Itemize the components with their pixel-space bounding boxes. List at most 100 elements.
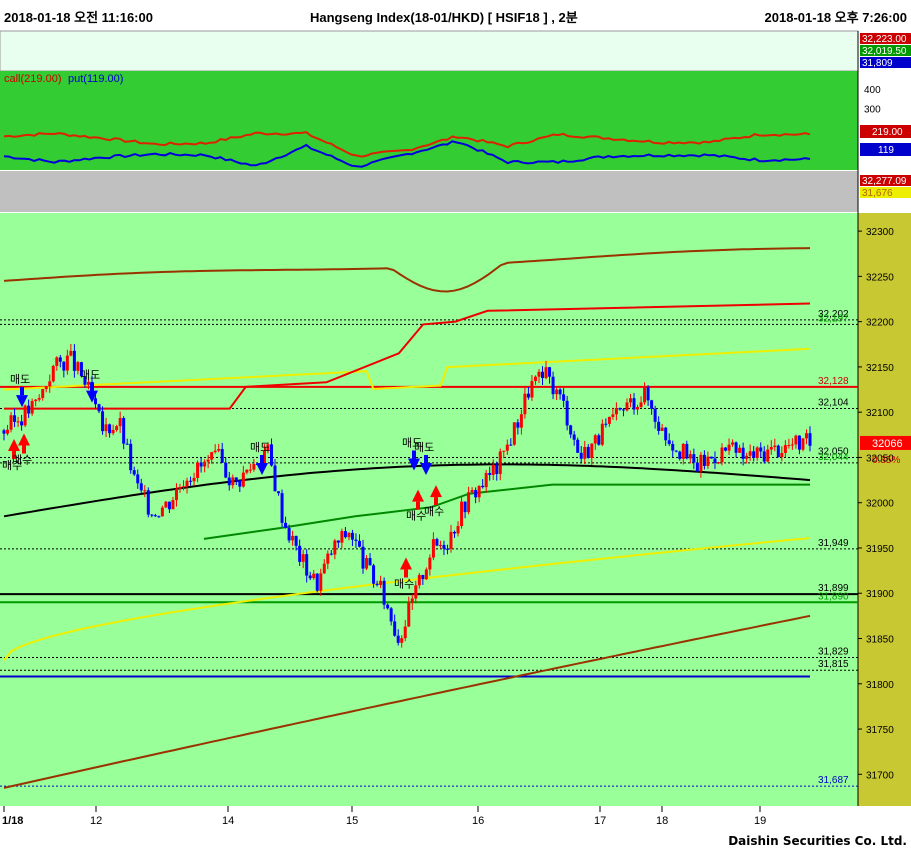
candle-body — [593, 435, 597, 444]
candle-body — [51, 365, 55, 382]
legend-call: call(219.00) — [4, 73, 61, 85]
candle-body — [9, 415, 13, 430]
candle-body — [336, 540, 340, 543]
buy-label: 매수 — [424, 505, 444, 518]
y-tick-label: 31800 — [866, 680, 894, 691]
candle-body — [604, 423, 608, 425]
candle-body — [34, 399, 38, 402]
candle-body — [632, 398, 636, 410]
chart-title: Hangseng Index(18-01/HKD) [ HSIF18 ] , 2… — [310, 10, 578, 25]
candle-body — [136, 474, 140, 484]
upper-band — [3, 247, 811, 293]
main-price-pane — [0, 213, 858, 806]
candle-body — [467, 492, 471, 513]
candle-body — [611, 414, 615, 417]
candle-body — [685, 443, 689, 459]
candle-body — [224, 462, 228, 478]
sell-arrow-stem — [20, 387, 24, 396]
candle-body — [252, 464, 256, 470]
candle-body — [541, 371, 545, 379]
candle-body — [600, 423, 604, 445]
candle-body — [431, 539, 435, 558]
candle-body — [544, 367, 548, 379]
gray-badge-bg — [860, 175, 911, 186]
x-tick-label: 12 — [90, 815, 102, 827]
buy-arrow-stem — [22, 445, 26, 454]
candle-body — [269, 444, 273, 466]
sell-label: 매도 — [10, 373, 30, 386]
candle-body — [182, 486, 186, 488]
candle-body — [294, 535, 298, 546]
candle-body — [660, 427, 664, 431]
candle-body — [780, 452, 784, 458]
candle-body — [379, 580, 383, 586]
candle-body — [769, 447, 773, 450]
candle-body — [586, 446, 590, 458]
candle-body — [227, 477, 231, 486]
candle-body — [396, 635, 400, 643]
level-label: 32,050 — [818, 446, 849, 457]
sell-arrow-icon — [420, 463, 432, 476]
candle-body — [41, 389, 45, 398]
candle-body — [213, 450, 217, 453]
candle-body — [287, 527, 291, 541]
candle-body — [752, 451, 756, 458]
candle-body — [664, 427, 668, 441]
sell-arrow-icon — [16, 395, 28, 408]
candle-body — [776, 445, 780, 458]
candle-body — [308, 575, 312, 579]
candle-body — [421, 575, 425, 580]
candle-body — [375, 583, 379, 586]
candle-body — [741, 447, 745, 459]
candle-body — [449, 531, 453, 549]
call-badge: 219.00 — [872, 127, 903, 138]
candle-body — [312, 573, 316, 579]
sell-label: 매도 — [414, 441, 434, 454]
candle-body — [315, 573, 319, 591]
candle-body — [498, 451, 502, 474]
candle-body — [55, 357, 59, 366]
candle-body — [502, 450, 506, 452]
y-tick-label: 31750 — [866, 725, 894, 736]
candle-body — [160, 507, 164, 517]
candle-body — [442, 544, 446, 549]
candle-body — [555, 389, 559, 395]
candle-body — [343, 531, 347, 538]
candle-body — [6, 429, 10, 434]
candle-body — [400, 638, 404, 643]
time-axis — [0, 806, 911, 832]
legend-put: put(119.00) — [68, 73, 123, 85]
candle-body — [692, 454, 696, 463]
candle-body — [30, 401, 34, 414]
candle-body — [636, 407, 640, 410]
candle-body — [474, 490, 478, 498]
candle-body — [481, 485, 485, 488]
option-tick: 300 — [864, 105, 881, 116]
candle-body — [291, 535, 295, 541]
candle-body — [720, 447, 724, 463]
candle-body — [734, 442, 738, 453]
candle-body — [16, 421, 20, 423]
candle-body — [115, 426, 119, 430]
candle-body — [699, 454, 703, 472]
candle-body — [199, 462, 203, 467]
candle-body — [245, 469, 249, 473]
gray-badge-text: 31,676 — [862, 188, 893, 199]
buy-arrow-stem — [12, 450, 16, 459]
candle-body — [167, 501, 171, 510]
buy-arrow-icon — [412, 489, 424, 502]
candle-body — [562, 394, 566, 401]
candle-body — [558, 389, 562, 395]
candle-body — [266, 444, 270, 451]
candle-body — [787, 445, 791, 447]
candle-body — [234, 477, 238, 481]
candle-body — [628, 398, 632, 403]
candle-body — [118, 418, 122, 427]
candle-body — [597, 435, 601, 445]
candle-body — [108, 424, 112, 434]
candle-body — [101, 411, 105, 432]
candle-body — [192, 477, 196, 482]
option-tick: 400 — [864, 85, 881, 96]
top-badge-bg — [860, 33, 911, 44]
